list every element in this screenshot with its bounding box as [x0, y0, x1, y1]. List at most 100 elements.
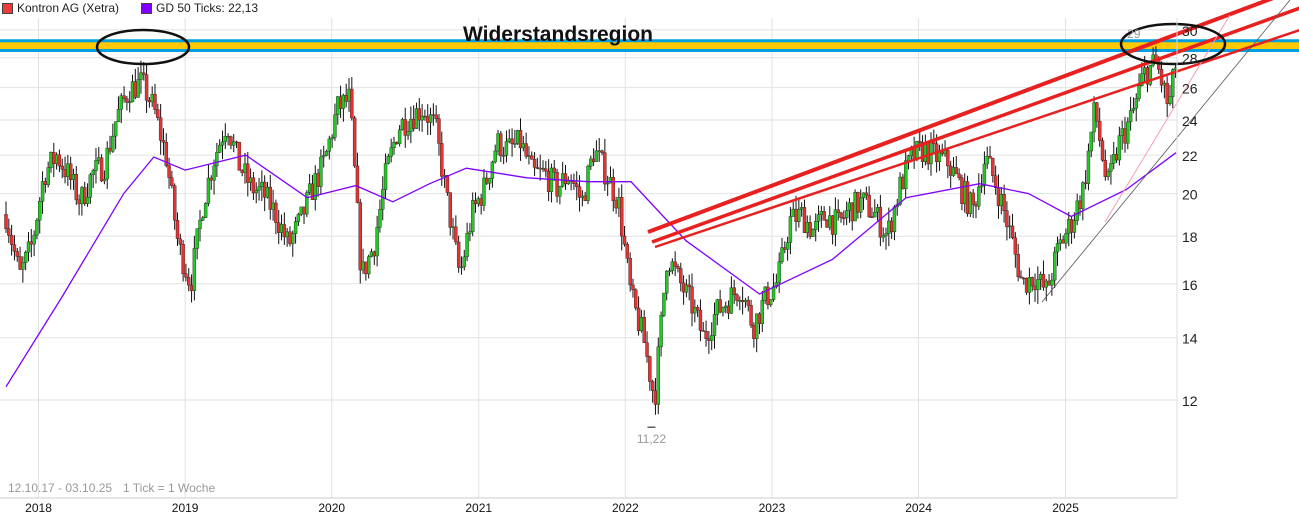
candle-up	[903, 160, 908, 190]
candle-down	[268, 186, 272, 210]
candle-down	[948, 165, 953, 176]
candle-up	[738, 300, 742, 302]
candle-down	[752, 325, 756, 339]
candle-down	[636, 307, 641, 332]
legend: Kontron AG (Xetra) GD 50 Ticks: 22,13	[2, 0, 258, 16]
candle-down	[63, 169, 67, 178]
candle-up	[23, 251, 28, 264]
y-tick-label: 18	[1182, 229, 1198, 245]
candle-up	[386, 156, 391, 164]
candle-up	[381, 189, 385, 210]
candle-down	[7, 228, 11, 236]
candle-up	[1142, 67, 1147, 75]
candle-down	[175, 220, 180, 239]
candle-down	[808, 222, 812, 237]
candle-up	[66, 163, 70, 178]
candle-down	[766, 286, 770, 305]
high-label: 29	[1127, 27, 1141, 41]
candle-up	[951, 167, 956, 176]
candle-up	[1064, 233, 1068, 244]
candle-up	[771, 286, 776, 300]
candle-up	[254, 189, 258, 194]
candle-down	[187, 277, 191, 286]
candle-up	[597, 150, 601, 152]
candle-up	[1053, 251, 1057, 281]
candle-down	[974, 204, 978, 207]
candle-up	[1008, 225, 1012, 228]
candle-up	[788, 216, 793, 243]
candle-up	[206, 177, 211, 204]
candle-up	[195, 228, 199, 249]
candle-up	[32, 234, 36, 245]
candle-up	[85, 196, 90, 204]
candle-down	[234, 141, 239, 143]
candle-up	[659, 315, 663, 348]
legend-item-kontron[interactable]: Kontron AG (Xetra)	[2, 1, 119, 15]
candle-down	[77, 199, 81, 205]
legend-label: GD 50 Ticks: 22,13	[156, 1, 259, 15]
candle-up	[754, 313, 759, 339]
candle-down	[426, 116, 430, 123]
candle-up	[378, 209, 382, 228]
candle-up	[709, 335, 714, 341]
candle-down	[440, 143, 444, 177]
candle-down	[1022, 277, 1026, 280]
candle-up	[605, 182, 610, 185]
candle-down	[1002, 194, 1006, 212]
candle-up	[977, 186, 981, 207]
candle-up	[113, 121, 118, 137]
legend-item-sma[interactable]: GD 50 Ticks: 22,13	[141, 1, 258, 15]
candle-up	[1089, 131, 1093, 152]
candle-up	[923, 143, 928, 162]
candle-down	[18, 256, 22, 270]
candle-up	[201, 217, 205, 221]
candle-up	[712, 314, 717, 336]
candle-down	[229, 136, 233, 146]
candle-down	[355, 165, 360, 203]
candle-down	[144, 74, 149, 101]
candle-up	[504, 141, 509, 156]
candle-down	[1024, 277, 1029, 293]
candle-down	[836, 209, 840, 213]
trend-line-red	[647, 0, 1274, 234]
candle-up	[451, 226, 455, 228]
candle-down	[167, 165, 171, 178]
x-tick-label: 2022	[612, 501, 639, 515]
candle-up	[102, 178, 107, 182]
candle-up	[299, 206, 303, 215]
candle-up	[46, 167, 50, 185]
candle-down	[631, 284, 635, 290]
candle-up	[594, 150, 599, 162]
candle-up	[482, 177, 486, 206]
candle-up	[271, 202, 275, 210]
candle-down	[673, 261, 677, 267]
candle-down	[68, 163, 73, 180]
candle-down	[541, 167, 545, 170]
candle-down	[991, 158, 995, 176]
candle-up	[721, 307, 725, 313]
candle-down	[625, 244, 630, 259]
candle-up	[1055, 243, 1060, 253]
candle-down	[60, 165, 64, 170]
candle-up	[192, 248, 197, 291]
candle-up	[322, 155, 326, 158]
candle-up	[257, 186, 261, 191]
candle-down	[575, 183, 579, 187]
candle-down	[133, 81, 138, 98]
trend-line-red	[654, 29, 1299, 249]
candle-up	[468, 231, 472, 234]
candle-down	[43, 181, 48, 185]
candle-down	[1078, 200, 1082, 209]
candle-up	[260, 181, 264, 187]
candle-up	[361, 261, 365, 271]
x-tick-label: 2023	[759, 501, 786, 515]
candle-up	[1075, 200, 1079, 221]
candle-up	[296, 214, 301, 222]
candle-up	[476, 198, 481, 204]
candle-up	[828, 215, 832, 228]
candle-down	[1030, 277, 1034, 287]
candle-down	[732, 287, 736, 296]
candle-up	[400, 119, 405, 131]
candle-down	[288, 231, 292, 245]
